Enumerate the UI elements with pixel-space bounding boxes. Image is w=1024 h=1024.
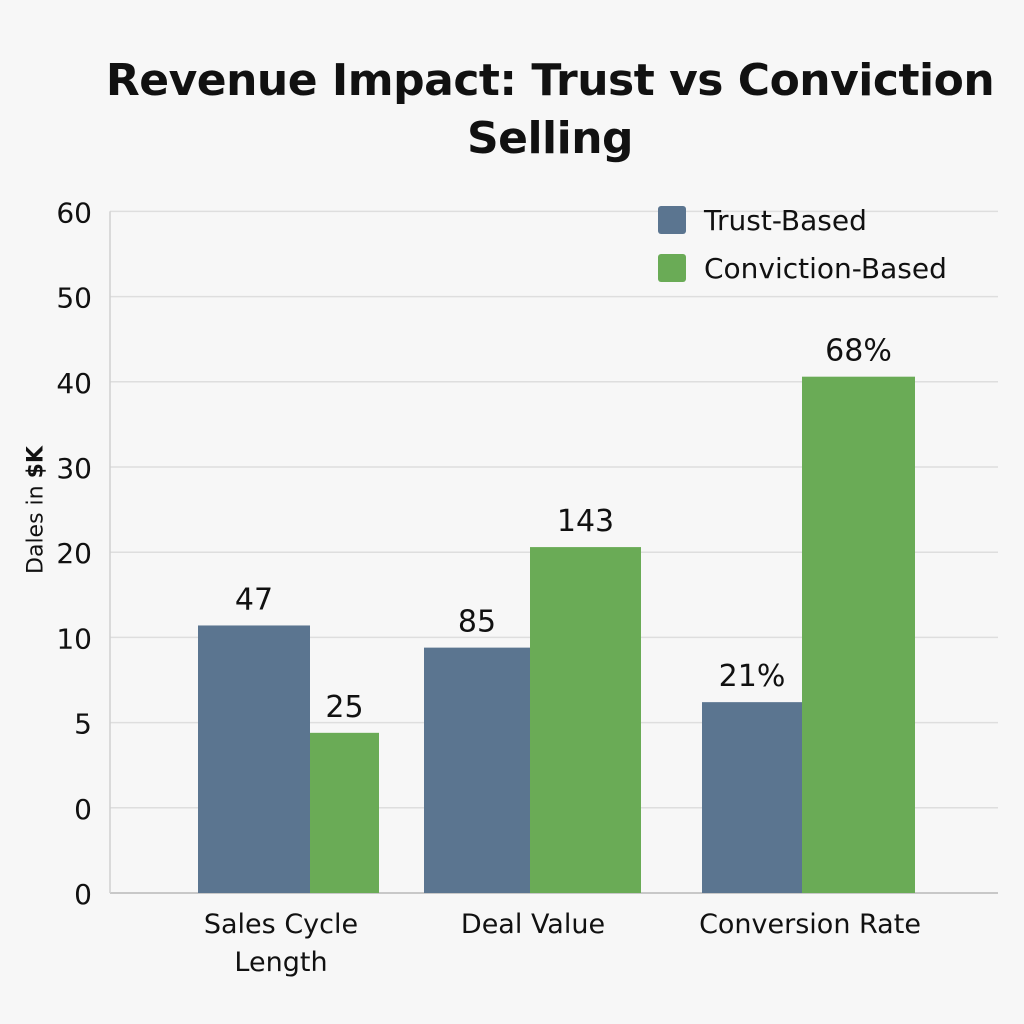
y-tick-label: 10 [56, 622, 92, 655]
y-tick-label: 0 [74, 878, 92, 911]
y-tick-label: 30 [56, 452, 92, 485]
bar [198, 625, 310, 893]
data-label: 68% [825, 334, 892, 369]
bar [530, 547, 641, 893]
data-label: 85 [458, 605, 496, 640]
x-tick-label: Conversion Rate [699, 909, 921, 940]
legend: Trust-Based Conviction-Based [658, 196, 947, 292]
y-tick-label: 0 [74, 793, 92, 826]
y-tick-label: 60 [56, 196, 92, 229]
data-label: 47 [235, 582, 273, 617]
bar [702, 702, 802, 893]
data-label: 21% [719, 659, 786, 694]
legend-swatch-trust [658, 206, 686, 234]
y-tick-label: 40 [56, 367, 92, 400]
legend-swatch-conviction [658, 254, 686, 282]
legend-label-conviction: Conviction-Based [704, 251, 947, 285]
x-tick-label: Deal Value [460, 909, 606, 940]
y-tick-label: 5 [74, 708, 92, 741]
y-tick-label: 50 [56, 282, 92, 315]
data-label: 143 [557, 504, 614, 539]
legend-label-trust: Trust-Based [704, 203, 867, 237]
x-tick-label: Sales Cycle Length [203, 909, 359, 978]
chart-title: Revenue Impact: Trust vs Conviction Sell… [105, 55, 995, 164]
legend-item-conviction: Conviction-Based [658, 244, 947, 292]
legend-item-trust: Trust-Based [658, 196, 947, 244]
bar [802, 376, 915, 893]
bar [310, 732, 379, 893]
bar [424, 647, 530, 893]
data-label: 25 [325, 690, 363, 725]
y-tick-label: 20 [56, 537, 92, 570]
